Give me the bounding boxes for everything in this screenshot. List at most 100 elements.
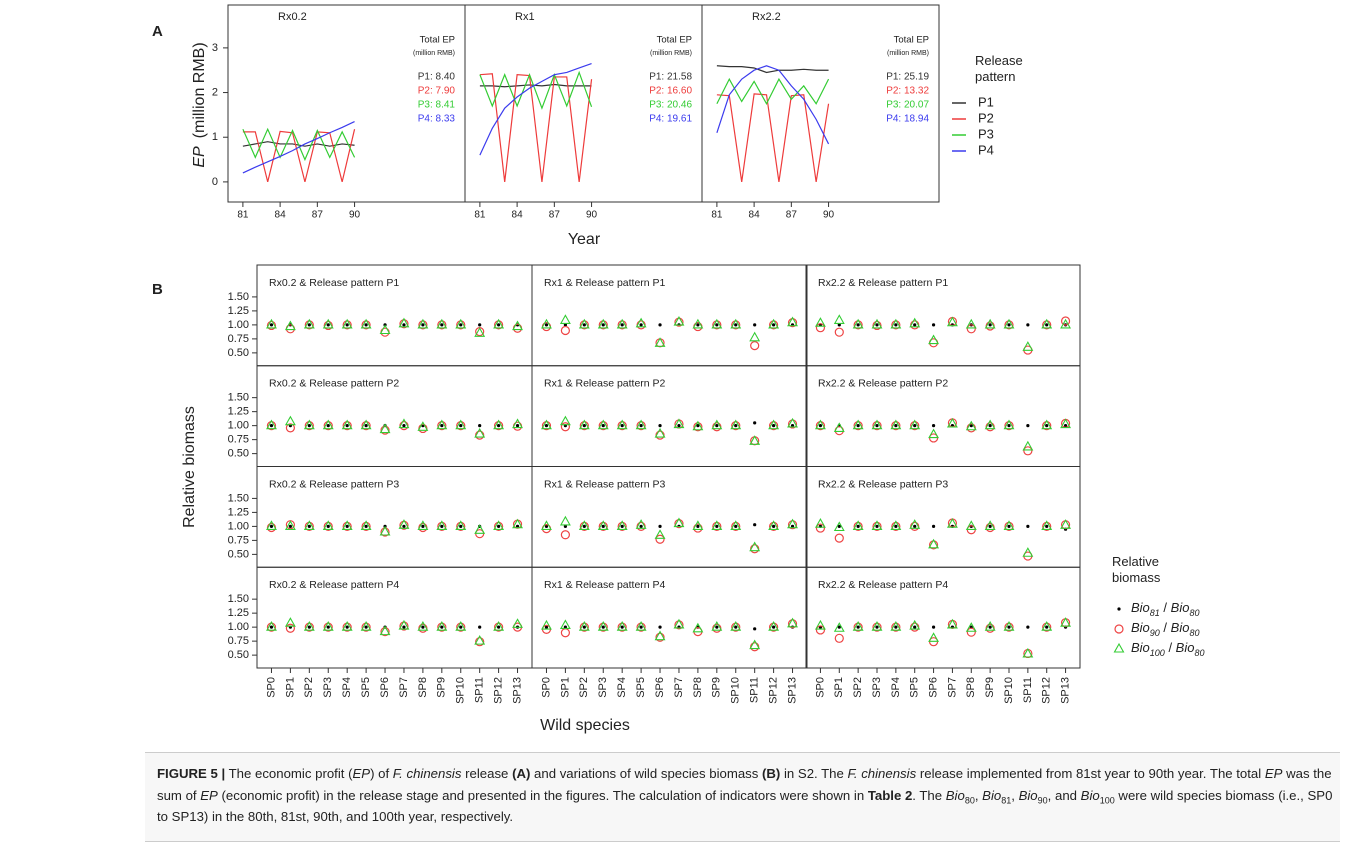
series-line <box>242 127 356 162</box>
point <box>544 625 549 629</box>
point <box>360 621 372 631</box>
point <box>597 621 609 631</box>
point <box>1007 424 1011 428</box>
point <box>1023 446 1033 456</box>
legend-label: P2 <box>978 110 994 125</box>
annotation-unit: (million RMB) <box>413 50 455 57</box>
point <box>493 318 505 329</box>
point <box>815 625 826 635</box>
x-tick-label: SP3 <box>322 677 334 698</box>
point <box>753 421 757 425</box>
x-tick-label: SP12 <box>768 677 780 704</box>
point <box>345 625 349 629</box>
panel-title: Rx0.2 <box>278 11 307 23</box>
y-tick-label: 1.50 <box>228 593 249 605</box>
point <box>421 323 425 327</box>
x-tick-label: 87 <box>312 210 324 221</box>
point <box>322 621 334 631</box>
point <box>931 424 936 428</box>
point <box>834 533 844 543</box>
series-line <box>242 121 355 174</box>
point <box>364 323 368 327</box>
x-tick-label: 87 <box>786 210 798 221</box>
point <box>560 422 570 432</box>
point <box>1003 520 1015 530</box>
point <box>417 520 429 530</box>
series-line <box>242 129 356 183</box>
point <box>326 323 330 327</box>
point <box>1060 617 1072 627</box>
caption-run: (B) <box>762 766 781 781</box>
point <box>475 430 485 440</box>
y-tick-label: 1.00 <box>228 621 249 633</box>
point <box>512 518 523 529</box>
point <box>512 320 523 331</box>
annotation-total: P4: 18.94 <box>886 114 929 125</box>
point <box>815 323 826 333</box>
point <box>730 419 742 430</box>
point <box>303 621 315 631</box>
x-tick-label: SP7 <box>673 677 685 698</box>
annotation-total: P4: 19.61 <box>649 114 692 125</box>
point <box>988 524 992 528</box>
caption-run: , and <box>1047 787 1081 803</box>
point <box>478 323 482 327</box>
x-tick-label: SP8 <box>417 677 429 698</box>
y-axis-var: EP <box>191 146 208 168</box>
point <box>288 524 292 528</box>
caption-run: 80 <box>964 795 975 806</box>
point <box>478 625 482 629</box>
point <box>284 320 296 331</box>
annotation-total: P3: 20.46 <box>649 100 692 111</box>
point <box>750 642 760 652</box>
point <box>578 520 590 530</box>
y-tick-label: 1.50 <box>228 291 249 303</box>
point <box>341 419 353 430</box>
point <box>474 427 486 438</box>
point <box>837 323 841 327</box>
panel-title: Rx1 <box>515 11 535 23</box>
point <box>1060 418 1072 429</box>
point <box>541 419 552 430</box>
annotation-total: P2: 13.32 <box>886 86 929 97</box>
point <box>928 334 940 345</box>
point <box>379 525 391 536</box>
point <box>601 424 605 428</box>
panel-label: A <box>152 23 163 40</box>
y-tick-label: 0.50 <box>228 548 249 560</box>
y-tick-label: 0.50 <box>228 347 249 359</box>
point <box>563 524 567 528</box>
point <box>402 524 406 528</box>
legend-marker <box>1117 607 1121 611</box>
point <box>364 424 368 428</box>
x-tick-label: SP4 <box>616 677 628 698</box>
point <box>544 524 549 528</box>
point <box>303 520 315 530</box>
point <box>1060 519 1072 529</box>
point <box>894 524 898 528</box>
y-tick-label: 1.00 <box>228 420 249 432</box>
point <box>284 415 296 426</box>
point <box>620 323 624 327</box>
point <box>856 625 860 629</box>
point <box>616 419 628 430</box>
caption-run: FIGURE 5 | <box>157 766 226 781</box>
point <box>1045 524 1049 528</box>
panel-title: Rx1 & Release pattern P3 <box>544 478 666 490</box>
point <box>734 524 738 528</box>
point <box>345 524 349 528</box>
x-tick-label: SP4 <box>341 677 353 698</box>
caption-run: 81 <box>1001 795 1012 806</box>
point <box>379 423 391 434</box>
point <box>946 618 958 629</box>
point <box>871 419 883 430</box>
x-tick-label: SP12 <box>493 677 505 704</box>
point <box>654 337 666 347</box>
series-line <box>716 65 830 145</box>
legend-marker <box>1113 642 1125 653</box>
point <box>635 621 647 631</box>
point <box>1045 625 1049 629</box>
plot-frame <box>805 566 1081 669</box>
point <box>417 318 429 329</box>
point <box>787 316 798 327</box>
